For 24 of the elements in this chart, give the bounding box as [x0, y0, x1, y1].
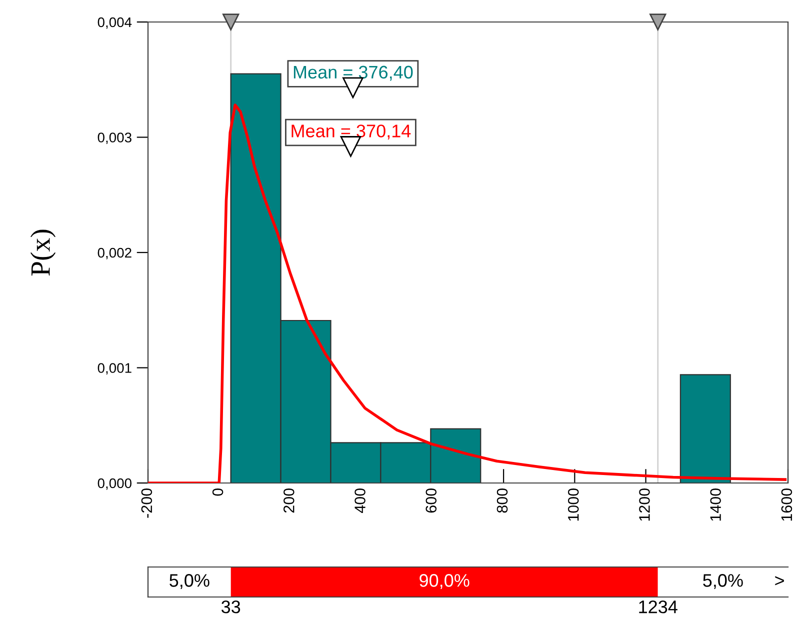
x-tick-label: 400 [354, 488, 366, 513]
x-tick-label: 600 [426, 488, 437, 513]
x-tick-label: -200 [141, 488, 152, 518]
annotation: Mean = 370,14 [292, 124, 411, 140]
x-tick-label: 1600 [781, 488, 792, 521]
x-tick-label: 800 [496, 488, 508, 513]
text: 5,0% [170, 574, 210, 589]
text: 5,0% [703, 574, 743, 589]
text: > [775, 576, 784, 586]
y-tick-label: 0,004 [98, 17, 132, 29]
annotation: Mean = 376,40 [294, 66, 413, 81]
text: 90,0% [420, 574, 470, 589]
text: 33 [221, 600, 240, 614]
text: 1234 [639, 600, 678, 614]
y-tick-label: 0,003 [98, 132, 132, 144]
y-tick-label: 0,002 [98, 248, 132, 260]
x-tick-label: 0 [212, 488, 224, 496]
y-tick-label: 0,001 [98, 363, 132, 375]
y-axis-title: P(x) [30, 230, 56, 276]
y-tick-label: 0,000 [98, 478, 132, 490]
x-tick-label: 1000 [568, 488, 579, 521]
x-tick-label: 1400 [710, 488, 721, 521]
x-tick-label: 1200 [639, 488, 650, 521]
x-tick-label: 200 [284, 488, 294, 513]
